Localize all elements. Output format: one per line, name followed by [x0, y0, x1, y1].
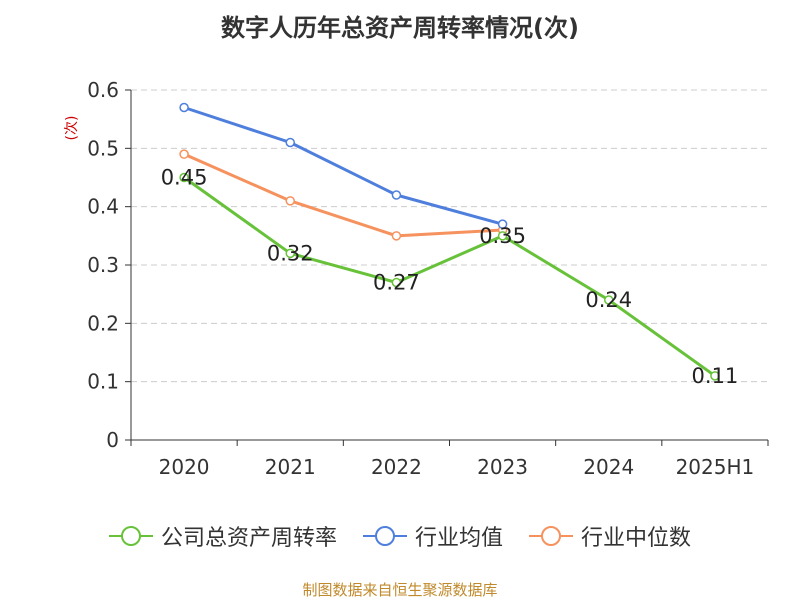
data-point — [710, 371, 720, 381]
legend: 公司总资产周转率 行业均值 行业中位数 — [0, 520, 800, 552]
data-point — [497, 231, 508, 241]
legend-swatch — [108, 526, 153, 546]
data-point — [497, 219, 508, 229]
data-point — [285, 248, 295, 259]
data-point — [179, 172, 189, 183]
data-point — [391, 277, 402, 288]
x-tick-label: 2025H1 — [676, 455, 755, 479]
y-tick-label: 0.5 — [87, 136, 119, 160]
data-label: 0.45 — [161, 166, 208, 190]
series-line-0 — [183, 176, 716, 378]
y-tick-label: 0 — [106, 428, 119, 452]
x-tick-label: 2022 — [371, 455, 422, 479]
data-point — [179, 102, 189, 113]
legend-item[interactable]: 行业中位数 — [529, 520, 691, 552]
data-point — [391, 190, 402, 200]
data-label: 0.27 — [373, 271, 420, 295]
data-point — [604, 295, 614, 305]
data-point — [179, 149, 189, 159]
source-note: 制图数据来自恒生聚源数据库 — [302, 581, 498, 599]
y-tick-label: 0.4 — [87, 195, 119, 219]
axes: 0 0.1 0.2 0.3 0.4 0.5 0.6 2020 2021 2022 2023 2024 2… — [64, 78, 769, 479]
legend-swatch — [362, 526, 407, 546]
legend-label: 公司总资产周转率 — [160, 526, 337, 551]
y-tick-label: 0.1 — [87, 370, 119, 394]
data-point — [391, 231, 402, 241]
data-labels: 0.45 0.32 0.27 0.35 0.24 0.11 — [161, 166, 739, 388]
y-axis-title: (次) — [64, 116, 80, 141]
legend-swatch — [529, 526, 573, 546]
y-tick-label: 0.6 — [87, 78, 119, 102]
grid-lines — [131, 89, 768, 383]
y-tick-label: 0.2 — [87, 311, 119, 335]
x-tick-label: 2021 — [265, 455, 316, 479]
data-label: 0.11 — [692, 364, 739, 388]
series-line-1 — [183, 106, 503, 226]
x-tick-label: 2020 — [159, 455, 210, 479]
series-lines — [179, 102, 720, 381]
x-tick-label: 2024 — [583, 455, 634, 479]
legend-label: 行业均值 — [414, 526, 503, 551]
data-point — [285, 196, 295, 206]
legend-item[interactable]: 行业均值 — [362, 520, 503, 552]
legend-label: 行业中位数 — [581, 526, 692, 551]
data-label: 0.32 — [267, 241, 314, 265]
legend-item[interactable]: 公司总资产周转率 — [108, 520, 337, 552]
data-point — [285, 137, 295, 148]
chart-title: 数字人历年总资产周转率情况(次) — [221, 14, 579, 42]
data-label: 0.24 — [585, 288, 632, 312]
x-tick-label: 2023 — [477, 455, 528, 479]
data-label: 0.35 — [479, 224, 526, 248]
y-tick-label: 0.3 — [87, 253, 119, 277]
series-line-2 — [183, 152, 503, 238]
